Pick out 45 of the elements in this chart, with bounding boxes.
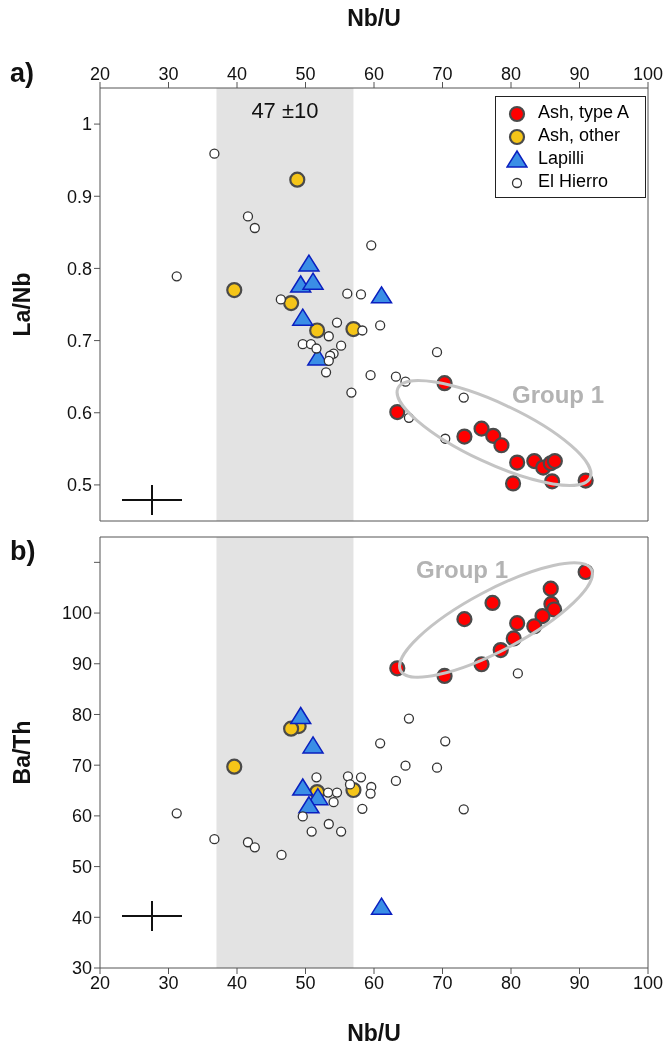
y-tick-label: 40 — [71, 907, 92, 928]
legend-label: Ash, other — [537, 125, 620, 146]
y-tick-label: 0.7 — [66, 330, 92, 351]
annotation: Group 1 — [416, 556, 509, 584]
x-tick-label: 90 — [569, 64, 590, 84]
y-axis-title: Ba/Th — [9, 720, 36, 785]
y-tick-label: 80 — [71, 704, 92, 725]
annotation: Group 1 — [512, 381, 605, 409]
y-tick-label: 60 — [71, 806, 92, 827]
x-tick-label: 80 — [500, 972, 522, 993]
y-tick-label: 1 — [81, 114, 92, 135]
x-tick-label: 40 — [226, 64, 248, 84]
x-tick-label: 70 — [432, 972, 453, 993]
y-tick-label: 0.5 — [66, 475, 92, 496]
band-label: 47 ±10 — [251, 97, 319, 123]
x-tick-label: 60 — [363, 64, 385, 84]
x-tick-label: 20 — [89, 64, 111, 84]
y-tick-label: 70 — [71, 755, 92, 776]
x-tick-label: 100 — [632, 972, 664, 993]
x-tick-label: 80 — [500, 64, 522, 84]
y-tick-label: 0.6 — [66, 403, 92, 424]
x-tick-label: 40 — [226, 972, 248, 993]
x-tick-label: 50 — [295, 64, 316, 84]
legend-label: Lapilli — [537, 148, 584, 169]
y-tick-label: 0.8 — [66, 258, 92, 279]
y-tick-label: 90 — [71, 654, 92, 675]
x-tick-label: 30 — [158, 64, 179, 84]
legend-label: Ash, type A — [537, 102, 629, 123]
x-axis-title: Nb/U — [347, 5, 401, 32]
text: a) — [10, 58, 35, 89]
y-axis-title: La/Nb — [9, 272, 36, 337]
x-tick-label: 20 — [89, 972, 111, 993]
y-tick-label: 100 — [61, 603, 92, 624]
y-tick-label: 30 — [71, 958, 92, 979]
x-tick-label: 90 — [569, 972, 590, 993]
x-tick-label: 70 — [432, 64, 453, 84]
x-axis-title: Nb/U — [347, 1020, 401, 1046]
x-tick-label: 50 — [295, 972, 316, 993]
x-tick-label: 100 — [632, 64, 664, 84]
y-tick-label: 50 — [71, 856, 92, 877]
y-tick-label: 0.9 — [66, 186, 92, 207]
text: b) — [10, 536, 36, 567]
legend-label: El Hierro — [537, 171, 608, 192]
x-tick-label: 60 — [363, 972, 385, 993]
x-tick-label: 30 — [158, 972, 179, 993]
